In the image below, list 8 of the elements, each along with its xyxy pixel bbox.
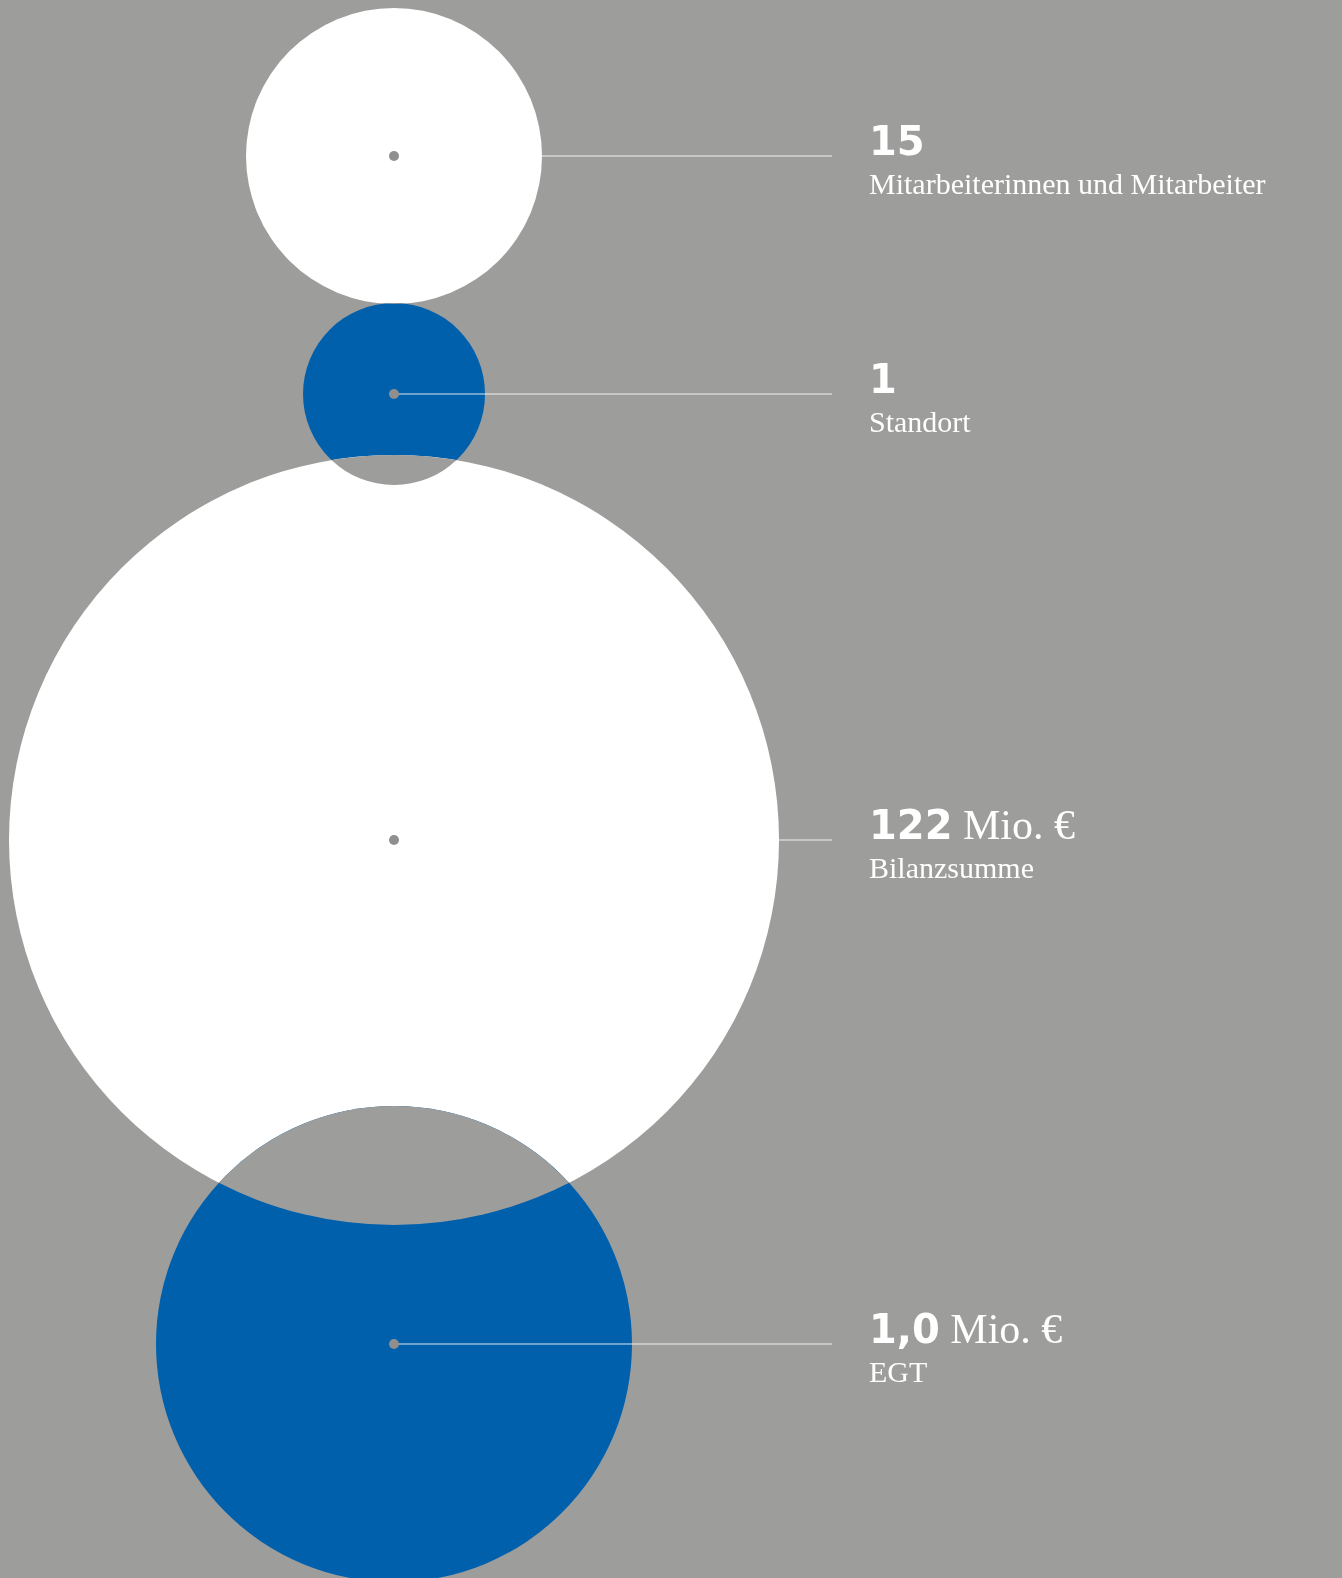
category-label: EGT [869,1354,928,1388]
data-label: 122 Mio. € [869,802,1076,848]
data-label: 1 [869,356,897,402]
category-label: Mitarbeiterinnen und Mitarbeiter [869,166,1266,200]
data-label: 15 [869,118,925,164]
category-label: Standort [869,404,972,438]
data-label: 1,0 Mio. € [869,1306,1063,1352]
category-label: Bilanzsumme [869,850,1034,884]
